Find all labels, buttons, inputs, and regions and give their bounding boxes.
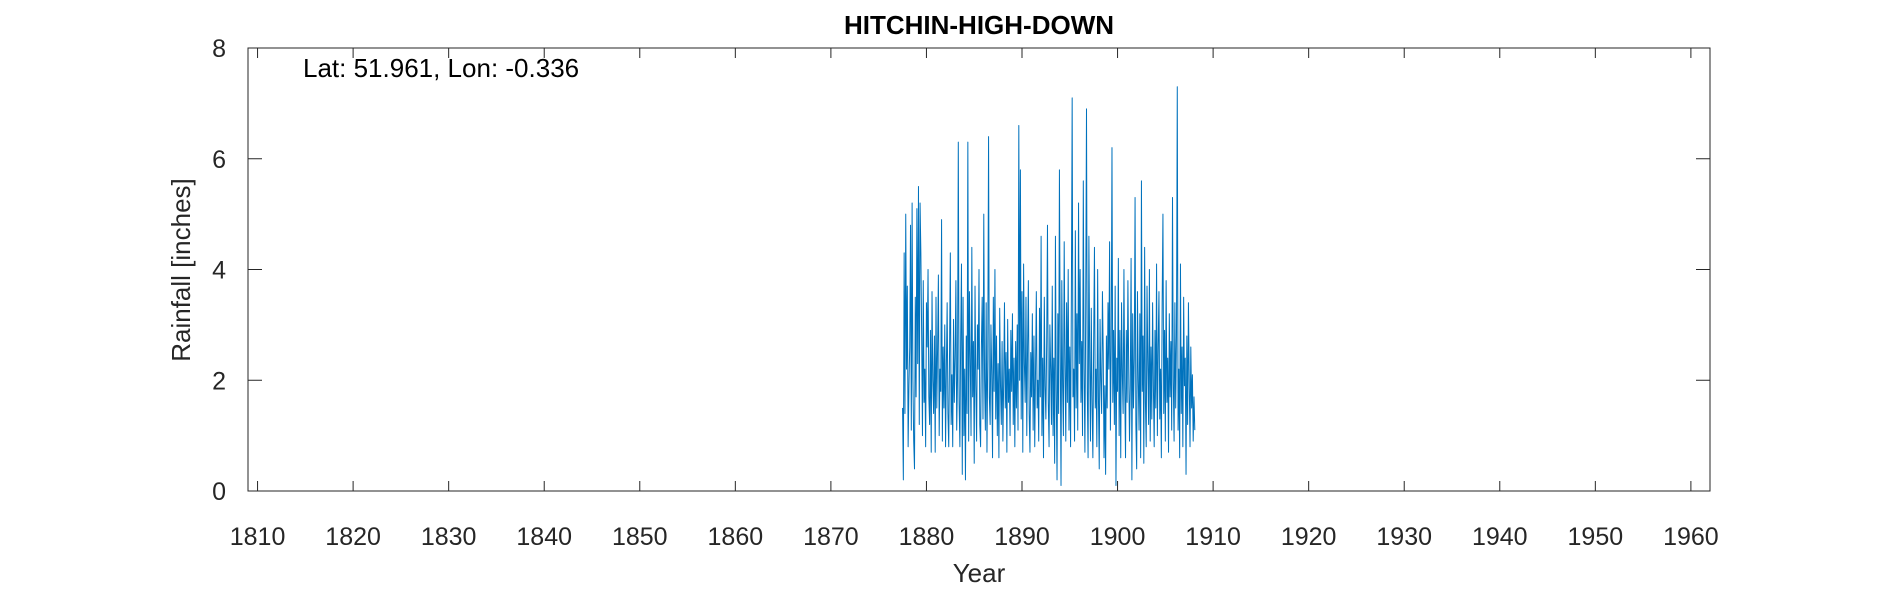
y-tick-label: 0 — [212, 478, 226, 506]
x-tick-label: 1940 — [1472, 523, 1528, 551]
y-axis-label: Rainfall [inches] — [166, 178, 196, 362]
location-annotation: Lat: 51.961, Lon: -0.336 — [303, 53, 579, 83]
series-layer — [902, 86, 1196, 486]
y-tick-label: 4 — [212, 257, 226, 285]
x-tick-label: 1920 — [1281, 523, 1337, 551]
x-tick-label: 1910 — [1185, 523, 1241, 551]
x-axis-label: Year — [953, 558, 1006, 588]
x-tick-label: 1830 — [421, 523, 477, 551]
y-axis-ticks: 0 2 4 6 8 — [212, 35, 1710, 506]
x-tick-label: 1870 — [803, 523, 859, 551]
x-tick-label: 1890 — [994, 523, 1050, 551]
x-tick-label: 1880 — [899, 523, 955, 551]
y-tick-label: 2 — [212, 367, 226, 395]
x-tick-label: 1950 — [1568, 523, 1624, 551]
x-tick-label: 1860 — [708, 523, 764, 551]
rainfall-series-line — [902, 86, 1196, 486]
x-axis-ticks: 1810 1820 1830 1840 1850 1860 1870 1880 1890 1900… — [230, 48, 1719, 551]
y-tick-label: 6 — [212, 146, 226, 174]
x-tick-label: 1930 — [1376, 523, 1432, 551]
x-tick-label: 1810 — [230, 523, 286, 551]
y-tick-label: 8 — [212, 35, 226, 63]
x-tick-label: 1820 — [325, 523, 381, 551]
x-tick-label: 1960 — [1663, 523, 1719, 551]
x-tick-label: 1840 — [516, 523, 572, 551]
x-tick-label: 1850 — [612, 523, 668, 551]
x-tick-label: 1900 — [1090, 523, 1146, 551]
chart-title: HITCHIN-HIGH-DOWN — [844, 10, 1114, 40]
